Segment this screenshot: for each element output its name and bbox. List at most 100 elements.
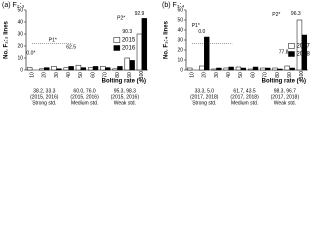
bar — [252, 66, 259, 71]
x-tick-label: 100 — [139, 71, 145, 80]
group-label: (2015, 2016) — [70, 94, 99, 100]
bar — [284, 65, 290, 71]
x-tick-label: 90 — [127, 72, 133, 78]
legend-swatch — [288, 51, 295, 57]
y-tick-label: 10 — [17, 55, 23, 61]
y-axis-label: No. F₂:₃ lines — [4, 20, 10, 58]
bar — [136, 33, 143, 71]
group-label: Strong std. — [192, 100, 216, 106]
bar — [112, 68, 118, 71]
x-tick-label: 100 — [299, 71, 305, 80]
x-tick-label: 60 — [90, 72, 96, 78]
bar — [223, 67, 229, 71]
x-tick-label: 50 — [238, 72, 244, 78]
x-axis-label: Bolting rate (%) — [262, 79, 306, 85]
bar — [100, 66, 106, 71]
bar — [87, 67, 94, 71]
y-tick-label: 0 — [180, 67, 183, 73]
annotation: P2* — [272, 12, 280, 18]
bar — [51, 66, 57, 71]
group-label: (2015, 2016) — [30, 94, 59, 100]
x-tick-label: 20 — [202, 72, 208, 78]
bar — [265, 67, 271, 71]
bar — [186, 67, 193, 71]
x-tick-label: 70 — [263, 72, 269, 78]
annotation: 0.0* — [26, 51, 35, 57]
annotation: P2* — [117, 16, 125, 22]
x-tick-label: 10 — [189, 72, 195, 78]
x-tick-label: 10 — [29, 72, 35, 78]
annotation: P1* — [49, 37, 57, 43]
legend-swatch — [288, 43, 295, 49]
bar — [56, 68, 62, 71]
y-tick-label: 0 — [20, 67, 23, 73]
group-label: 60.0, 76.0 — [73, 88, 95, 94]
group-label: 98.3, 96.7 — [274, 88, 296, 94]
annotation: 0.0 — [198, 29, 205, 35]
x-tick-label: 40 — [66, 72, 72, 78]
x-tick-label: 20 — [42, 72, 48, 78]
annotation: P1* — [192, 23, 200, 29]
y-tick-label: 30 — [17, 31, 23, 37]
bar — [44, 67, 50, 71]
group-label: (2017, 2018) — [190, 94, 219, 100]
bar — [124, 57, 130, 71]
bar — [92, 66, 99, 71]
x-tick-label: 80 — [275, 72, 281, 78]
bar — [277, 68, 283, 71]
bar — [141, 18, 148, 71]
bar — [117, 66, 123, 71]
y-tick-label: 20 — [177, 47, 183, 53]
x-tick-label: 80 — [115, 72, 121, 78]
group-label: Medium std. — [231, 100, 258, 106]
group-label: Strong std. — [32, 100, 56, 106]
group-label: 33.3, 5.0 — [195, 88, 215, 94]
bar — [247, 68, 254, 71]
bar — [211, 68, 217, 71]
group-label: (2017, 2018) — [230, 94, 259, 100]
y-tick-label: 40 — [177, 27, 183, 33]
x-tick-label: 30 — [54, 72, 60, 78]
legend-swatch — [113, 45, 121, 51]
bar — [199, 65, 205, 71]
x-axis-label: Bolting rate (%) — [102, 79, 146, 85]
legend-label: 2018 — [296, 52, 310, 58]
bar — [272, 67, 278, 71]
annotation: 92.9 — [135, 11, 145, 17]
bar — [105, 67, 111, 71]
x-tick-label: 40 — [226, 72, 232, 78]
legend-label: 2015 — [122, 38, 136, 44]
annotation: 96.3 — [291, 11, 301, 17]
bar — [228, 66, 234, 71]
bar — [235, 66, 242, 71]
y-tick-label: 50 — [177, 17, 183, 23]
annotation: 77.8 — [279, 49, 289, 55]
chart-title: (a) F₂:₃ — [2, 2, 24, 9]
bar — [301, 34, 308, 71]
legend-swatch — [113, 37, 121, 43]
bar — [26, 67, 33, 71]
group-label: 95.3, 98.3 — [114, 88, 136, 94]
y-tick-label: 40 — [17, 19, 23, 25]
group-label: Medium std. — [71, 100, 98, 106]
bar — [75, 64, 82, 71]
y-tick-label: 30 — [177, 37, 183, 43]
x-tick-label: 60 — [250, 72, 256, 78]
bar — [129, 60, 135, 71]
x-tick-label: 50 — [78, 72, 84, 78]
bar — [216, 67, 222, 71]
group-label: (2017, 2018) — [271, 94, 300, 100]
bar — [39, 68, 45, 71]
group-label: Weak std. — [274, 100, 296, 106]
group-label: Weak std. — [114, 100, 136, 106]
chart-title: (b) F₃:₄ — [162, 2, 185, 9]
y-tick-label: 20 — [17, 43, 23, 49]
bar — [204, 36, 210, 71]
group-label: 61.7, 43.5 — [233, 88, 255, 94]
y-tick-label: 60 — [177, 7, 183, 13]
bar — [80, 67, 87, 71]
bar — [289, 67, 295, 71]
bar — [240, 67, 247, 71]
y-tick-label: 10 — [177, 57, 183, 63]
